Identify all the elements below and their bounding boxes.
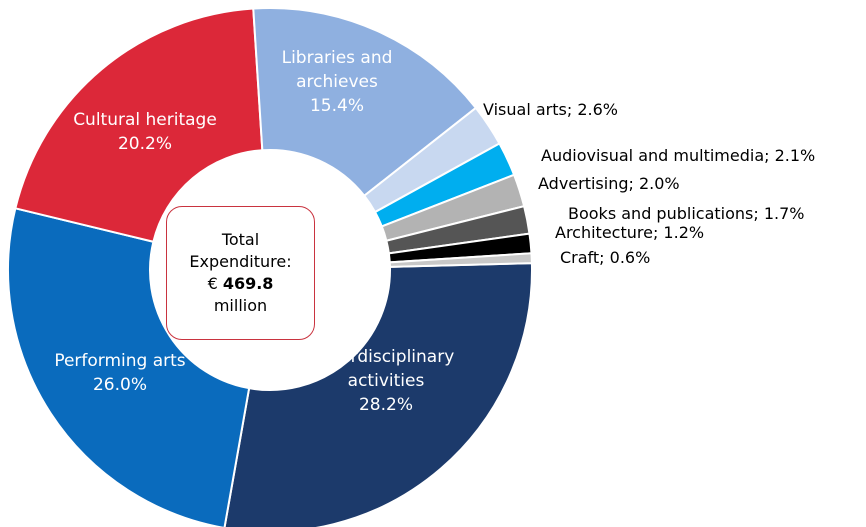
slice-name-text: activities [348, 371, 425, 391]
center-label-total: Total [221, 230, 260, 249]
slice-craft [388, 252, 533, 268]
slice-value-text: 26.0% [93, 375, 147, 395]
center-label-unit: million [213, 296, 268, 315]
center-label-amount: € 469.8 [208, 273, 274, 295]
slice-label-performing-arts: Performing arts 26.0% [54, 351, 185, 395]
slice-performing-arts [7, 207, 251, 527]
slice-name-text: Performing arts [54, 351, 185, 371]
slice-interdisciplinary-activities [223, 262, 533, 527]
inside-slice-labels: Interdisciplinary activities 28.2% Performi… [54, 48, 454, 415]
slice-cultural-heritage [14, 7, 264, 243]
slice-label-books-and-publications: Books and publications; 1.7% [568, 204, 804, 223]
slice-value-text: 28.2% [359, 395, 413, 415]
total-value: 469.8 [222, 274, 274, 293]
slice-value-text: 20.2% [118, 134, 172, 154]
slice-libraries-and-archieves [252, 7, 478, 198]
slice-label-cultural-heritage: Cultural heritage 20.2% [73, 110, 217, 154]
currency-symbol: € [207, 274, 223, 293]
outside-slice-labels: Visual arts; 2.6% Audiovisual and multime… [483, 100, 815, 267]
slice-name-text: Libraries and [282, 48, 393, 68]
slice-label-advertising: Advertising; 2.0% [538, 174, 680, 193]
slice-name-text: Interdisciplinary [318, 347, 455, 367]
slice-label-audiovisual-and-multimedia: Audiovisual and multimedia; 2.1% [541, 146, 815, 165]
slice-name-text: Cultural heritage [73, 110, 217, 130]
slice-label-architecture: Architecture; 1.2% [555, 223, 704, 242]
pie-slices [7, 7, 533, 527]
slice-name-text: archieves [296, 72, 378, 92]
slice-label-libraries-and-archieves: Libraries and archieves 15.4% [282, 48, 393, 116]
center-label-expenditure: Expenditure: [189, 252, 292, 271]
slice-label-craft: Craft; 0.6% [560, 248, 650, 267]
total-expenditure-box: Total Expenditure: € 469.8 million [166, 206, 315, 340]
slice-label-visual-arts: Visual arts; 2.6% [483, 100, 618, 119]
slice-label-interdisciplinary-activities: Interdisciplinary activities 28.2% [318, 347, 455, 415]
slice-value-text: 15.4% [310, 96, 364, 116]
